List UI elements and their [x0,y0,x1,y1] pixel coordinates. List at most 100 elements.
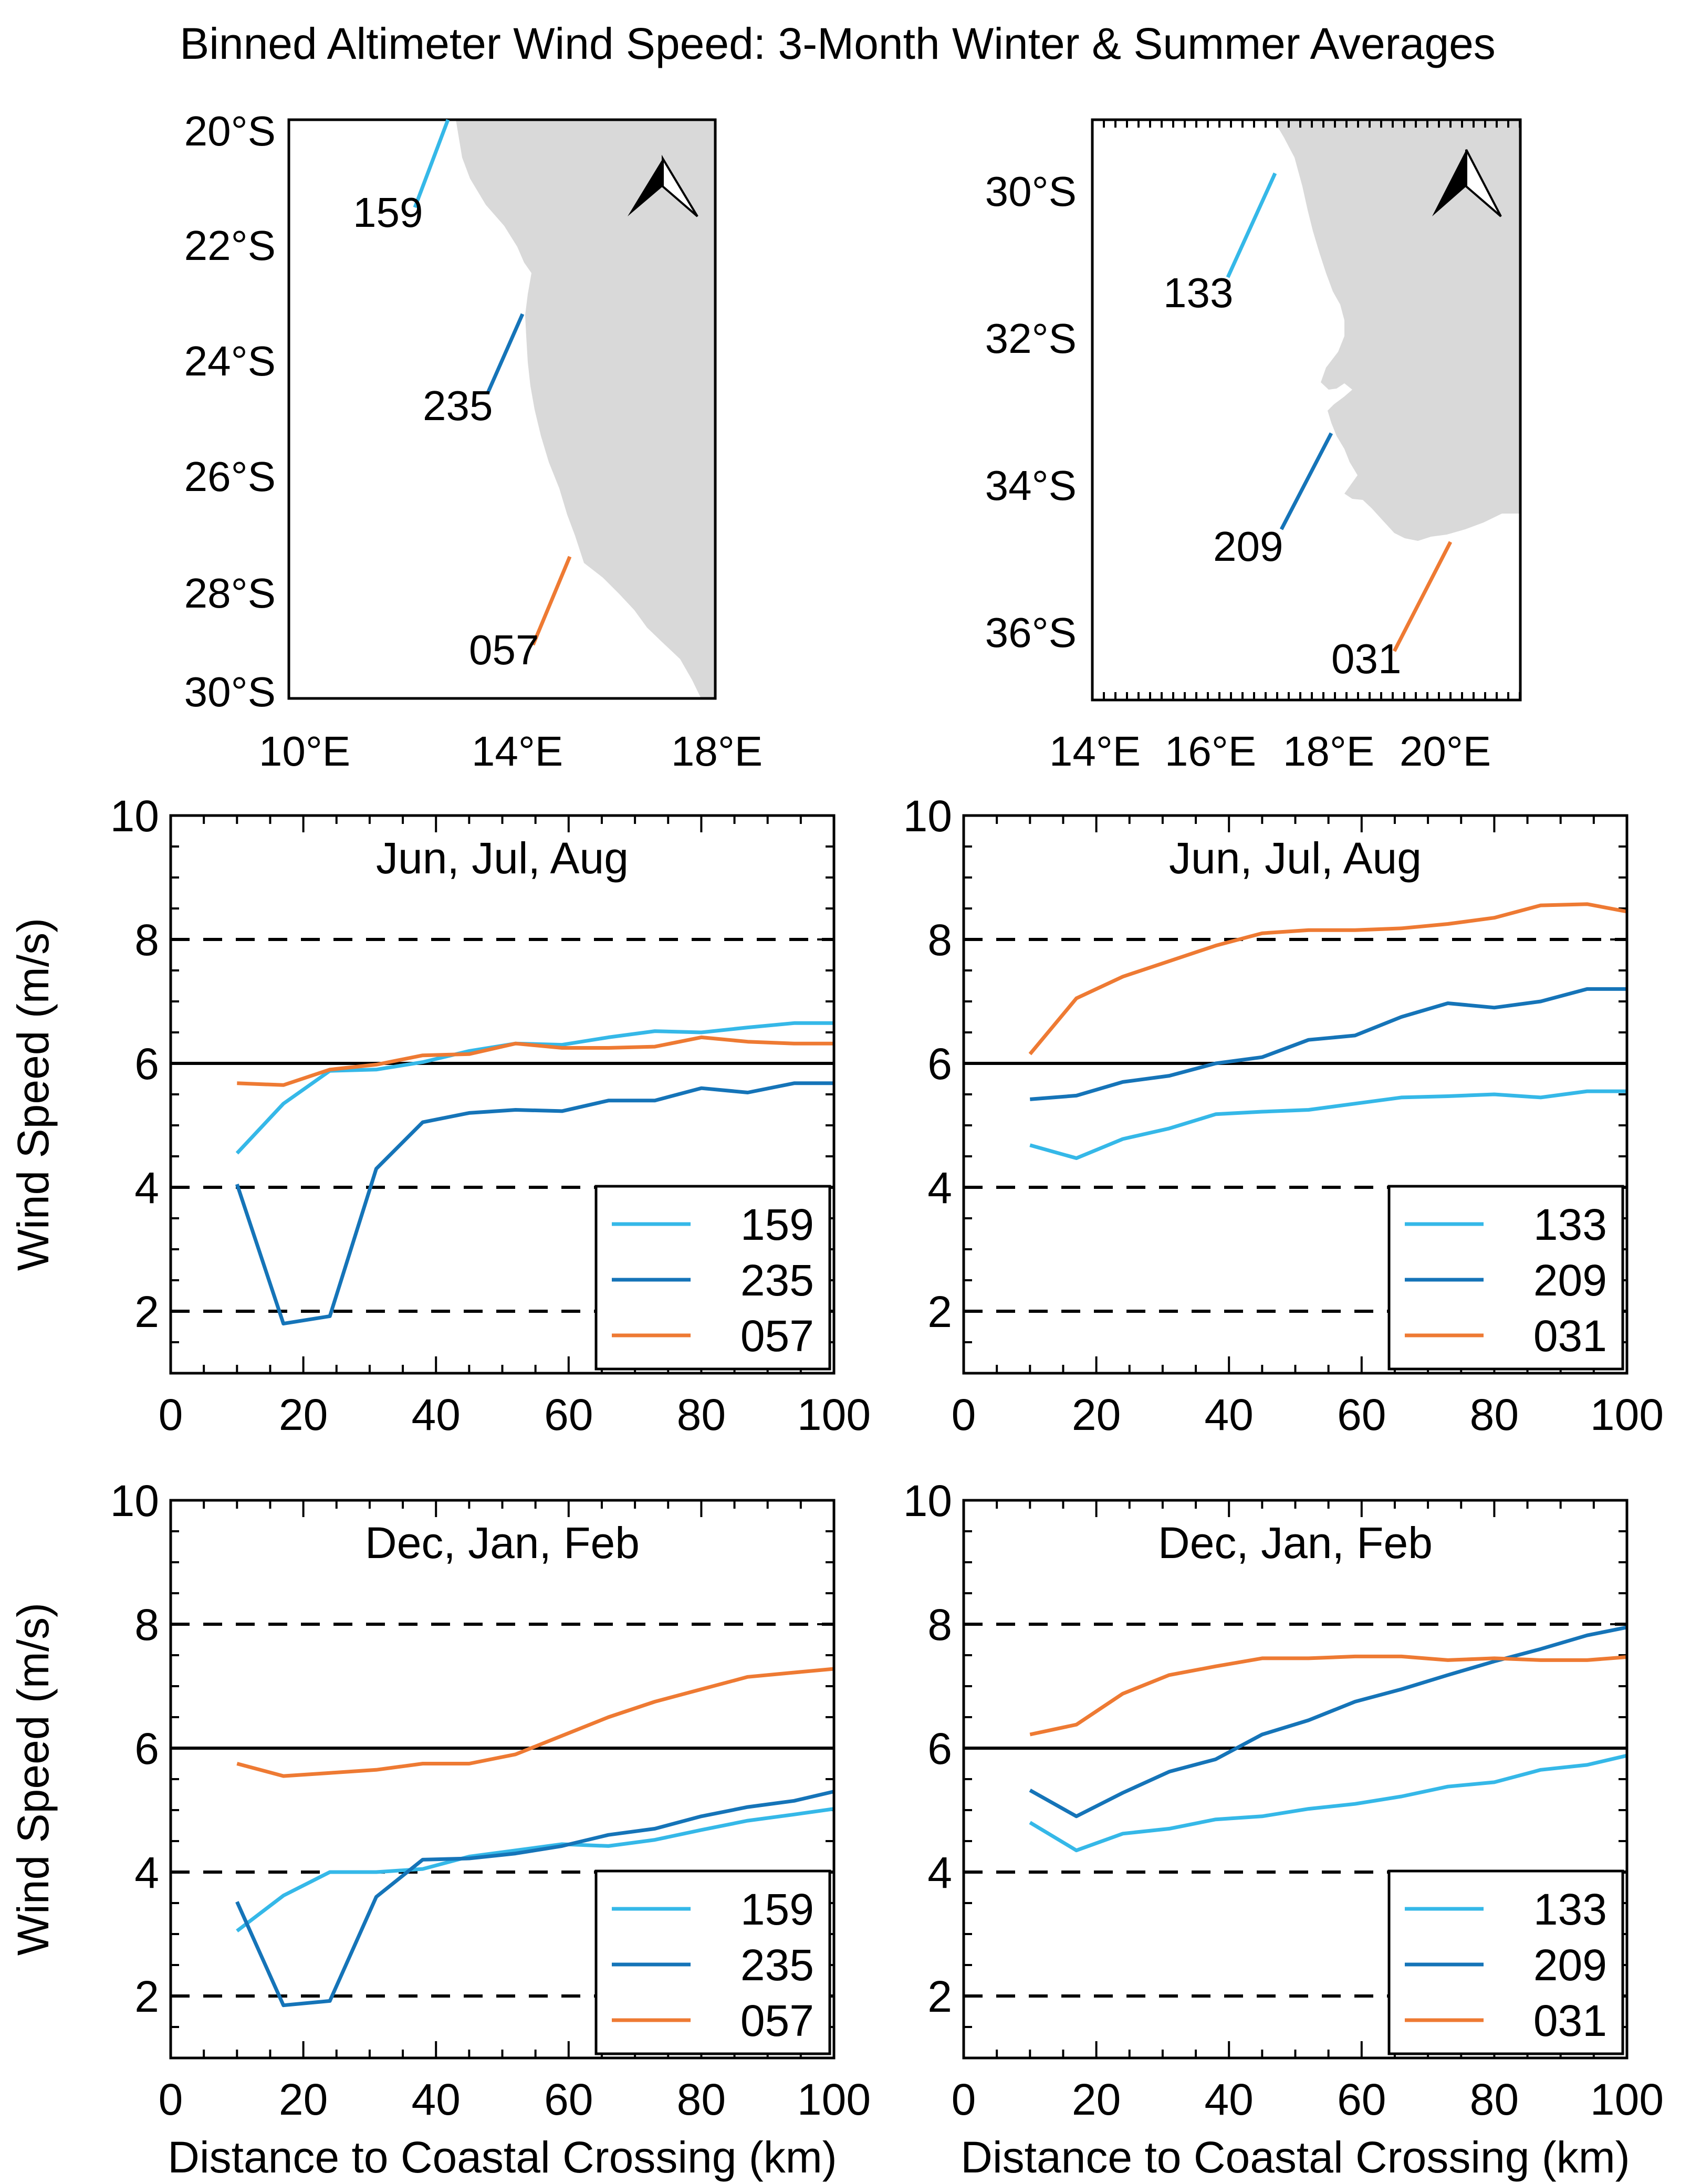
track-057-line [531,556,572,646]
map2-lat-34: 34°S [985,462,1077,509]
y-tick-label: 6 [134,1039,159,1089]
series-line-235 [235,1081,834,1326]
x-tick-label: 40 [411,2075,460,2124]
plot-frame [169,814,836,1375]
track-label-133: 133 [1163,269,1233,316]
map1-lat-24: 24°S [184,338,276,384]
chart-summer-namibia: 0 20 40 60 80 100 2 4 6 8 10 Dec, Jan, Feb Wind Spee… [8,1476,871,2182]
x-tick-label: 80 [1470,1390,1519,1439]
legend-box [594,1185,831,1371]
legend-box [1387,1869,1624,2055]
chart-winter-south-africa: 0 20 40 60 80 100 2 4 6 8 10 Jun, Jul, Aug 133 209 031 [903,791,1664,1439]
legend-label-235: 235 [740,1940,814,1990]
x-tick-label: 40 [411,1390,460,1439]
track-031-line [1392,541,1453,652]
plot-frame [962,814,1629,1375]
x-tick-label: 80 [677,2075,726,2124]
x-axis-label: Distance to Coastal Crossing (km) [961,2133,1630,2182]
y-tick-label: 2 [927,1972,952,2021]
legend-label-159: 159 [740,1200,814,1249]
panel-title: Dec, Jan, Feb [365,1518,640,1568]
x-tick-label: 40 [1204,2075,1253,2124]
legend-box [1387,1185,1624,1371]
y-tick-label: 8 [134,915,159,965]
panel-title: Jun, Jul, Aug [1169,833,1422,883]
x-tick-label: 0 [159,1390,183,1439]
series-line-057 [236,1667,834,1778]
series-line-133 [1029,1089,1627,1160]
x-tick-label: 60 [544,1390,593,1439]
x-tick-label: 20 [279,2075,328,2124]
x-tick-label: 100 [797,2075,871,2124]
series-line-057 [237,1035,834,1087]
x-tick-label: 0 [952,2075,976,2124]
x-tick-label: 0 [952,1390,976,1439]
legend-label-057: 057 [740,1311,814,1361]
track-133-line [1226,172,1277,278]
x-tick-label: 100 [1590,1390,1664,1439]
y-tick-label: 4 [927,1163,952,1213]
y-tick-label: 6 [927,1039,952,1089]
plot-frame [962,1499,1629,2060]
x-tick-label: 0 [159,2075,183,2124]
x-tick-label: 60 [1337,2075,1386,2124]
x-tick-label: 20 [1072,1390,1121,1439]
legend-label-031: 031 [1533,1996,1607,2045]
legend-label-133: 133 [1533,1885,1607,1934]
legend-label-133: 133 [1533,1200,1607,1249]
y-tick-label: 8 [134,1600,159,1649]
y-tick-label: 2 [134,1287,159,1336]
legend-label-209: 209 [1533,1940,1607,1990]
series-line-235 [235,1790,834,2008]
series-line-133 [1029,1753,1627,1853]
map-namibia: 159 235 057 20°S 22°S 24°S 26°S 28°S 30°… [184,108,763,775]
y-tick-label: 6 [927,1724,952,1773]
map1-lat-20: 20°S [184,108,276,154]
y-tick-label: 6 [134,1724,159,1773]
x-tick-label: 100 [797,1390,871,1439]
y-axis-label: Wind Speed (m/s) [8,1603,58,1956]
y-tick-label: 10 [903,791,952,841]
legend-label-031: 031 [1533,1311,1607,1361]
y-tick-label: 8 [927,915,952,965]
map1-lon-10: 10°E [259,728,350,775]
track-label-235: 235 [423,382,493,429]
x-tick-label: 20 [279,1390,328,1439]
track-label-031: 031 [1331,635,1401,682]
panel-title: Dec, Jan, Feb [1158,1518,1433,1568]
series-line-031 [1029,1654,1627,1737]
legend-label-209: 209 [1533,1256,1607,1305]
map-frame-south-africa [1091,118,1522,702]
chart-winter-namibia: 0 20 40 60 80 100 2 4 6 8 10 Jun, Jul, Aug Wind Spee… [8,791,871,1439]
x-tick-label: 80 [677,1390,726,1439]
y-tick-label: 8 [927,1600,952,1649]
land-namibia [456,120,715,698]
map1-lat-22: 22°S [184,222,276,269]
track-235-line [485,313,525,395]
track-label-209: 209 [1213,523,1283,570]
y-tick-label: 10 [110,791,159,841]
y-tick-label: 4 [134,1848,159,1897]
legend-label-159: 159 [740,1885,814,1934]
map2-lon-18: 18°E [1283,728,1374,775]
x-tick-label: 20 [1072,2075,1121,2124]
map2-lon-20: 20°E [1400,728,1491,775]
map1-lon-14: 14°E [472,728,563,775]
chart-summer-south-africa: 0 20 40 60 80 100 2 4 6 8 10 Dec, Jan, Feb Distance … [903,1476,1664,2182]
x-tick-label: 60 [1337,1390,1386,1439]
x-tick-label: 40 [1204,1390,1253,1439]
legend-label-235: 235 [740,1256,814,1305]
y-tick-label: 4 [134,1163,159,1213]
series-line-209 [1029,1625,1627,1819]
x-tick-label: 100 [1590,2075,1664,2124]
map-frame-namibia [287,118,717,700]
map2-lon-14: 14°E [1049,728,1141,775]
track-209-line [1279,432,1333,530]
map2-lat-32: 32°S [985,315,1077,362]
map1-lat-26: 26°S [184,453,276,500]
legend-box [594,1869,831,2055]
plot-frame [169,1499,836,2060]
land-south-africa [1274,120,1520,541]
map2-lat-30: 30°S [985,168,1077,215]
